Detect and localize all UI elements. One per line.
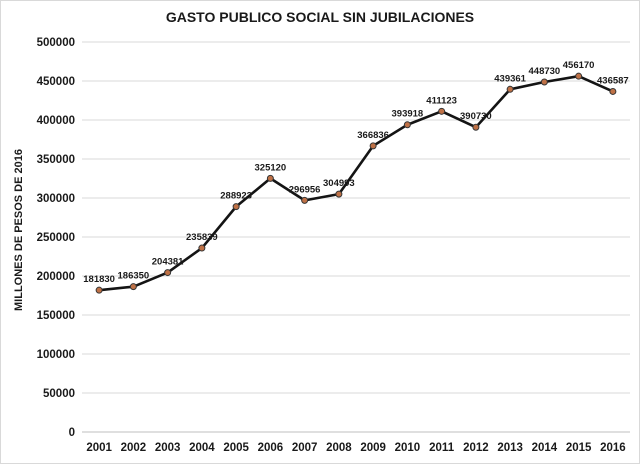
data-label: 325120 bbox=[255, 162, 287, 173]
y-tick-label: 150000 bbox=[37, 310, 75, 322]
x-tick-label: 2003 bbox=[155, 442, 181, 454]
data-point-marker bbox=[438, 107, 446, 115]
y-tick-label: 300000 bbox=[37, 193, 75, 205]
x-tick-label: 2013 bbox=[497, 442, 523, 454]
data-point-marker bbox=[403, 121, 411, 129]
data-point-marker bbox=[301, 196, 309, 204]
y-tick-label: 200000 bbox=[37, 271, 75, 283]
data-label: 411123 bbox=[426, 95, 457, 106]
data-point-marker bbox=[575, 72, 583, 80]
data-point-marker bbox=[609, 87, 617, 95]
x-tick-label: 2004 bbox=[189, 442, 215, 454]
data-label: 390730 bbox=[460, 111, 492, 122]
data-point-marker bbox=[266, 174, 274, 182]
data-point-marker bbox=[232, 203, 240, 211]
series-line bbox=[97, 74, 615, 292]
data-point-marker bbox=[198, 244, 206, 252]
data-label: 456170 bbox=[563, 60, 595, 71]
data-label: 186350 bbox=[118, 271, 150, 282]
x-tick-label: 2011 bbox=[429, 442, 455, 454]
data-label: 304993 bbox=[323, 178, 355, 189]
y-tick-label: 400000 bbox=[37, 115, 75, 127]
x-tick-label: 2005 bbox=[223, 442, 249, 454]
data-point-marker bbox=[335, 190, 343, 198]
data-label: 235839 bbox=[186, 232, 218, 243]
x-tick-label: 2009 bbox=[360, 442, 386, 454]
data-point-marker bbox=[506, 85, 514, 93]
y-tick-label: 350000 bbox=[37, 154, 75, 166]
data-label: 439361 bbox=[494, 73, 526, 84]
x-tick-label: 2010 bbox=[395, 442, 421, 454]
data-point-marker bbox=[129, 283, 137, 291]
x-tick-label: 2012 bbox=[463, 442, 489, 454]
data-label: 393918 bbox=[392, 109, 424, 120]
data-point-marker bbox=[164, 269, 172, 277]
y-tick-label: 500000 bbox=[37, 37, 75, 49]
data-point-marker bbox=[472, 123, 480, 131]
data-label: 181830 bbox=[83, 274, 115, 285]
x-tick-label: 2016 bbox=[600, 442, 626, 454]
y-axis-title: MILLONES DE PESOS DE 2016 bbox=[13, 149, 25, 311]
data-point-marker bbox=[369, 142, 377, 150]
x-tick-label: 2015 bbox=[566, 442, 592, 454]
x-tick-label: 2008 bbox=[326, 442, 352, 454]
data-label: 366836 bbox=[357, 130, 389, 141]
data-label: 288923 bbox=[220, 191, 252, 202]
data-label: 204381 bbox=[152, 257, 184, 268]
y-tick-label: 450000 bbox=[37, 76, 75, 88]
x-tick-label: 2006 bbox=[258, 442, 284, 454]
chart-title: GASTO PUBLICO SOCIAL SIN JUBILACIONES bbox=[165, 9, 475, 25]
data-point-marker bbox=[95, 286, 103, 294]
data-point-marker bbox=[540, 78, 548, 86]
data-label: 436587 bbox=[597, 75, 629, 86]
x-tick-label: 2001 bbox=[86, 442, 112, 454]
x-tick-label: 2002 bbox=[121, 442, 147, 454]
data-label: 296956 bbox=[289, 184, 321, 195]
x-tick-label: 2014 bbox=[532, 442, 558, 454]
data-label: 448730 bbox=[529, 66, 561, 77]
y-tick-label: 250000 bbox=[37, 232, 75, 244]
y-tick-label: 0 bbox=[69, 427, 75, 439]
y-tick-label: 50000 bbox=[43, 388, 75, 400]
y-tick-label: 100000 bbox=[37, 349, 75, 361]
x-tick-label: 2007 bbox=[292, 442, 318, 454]
